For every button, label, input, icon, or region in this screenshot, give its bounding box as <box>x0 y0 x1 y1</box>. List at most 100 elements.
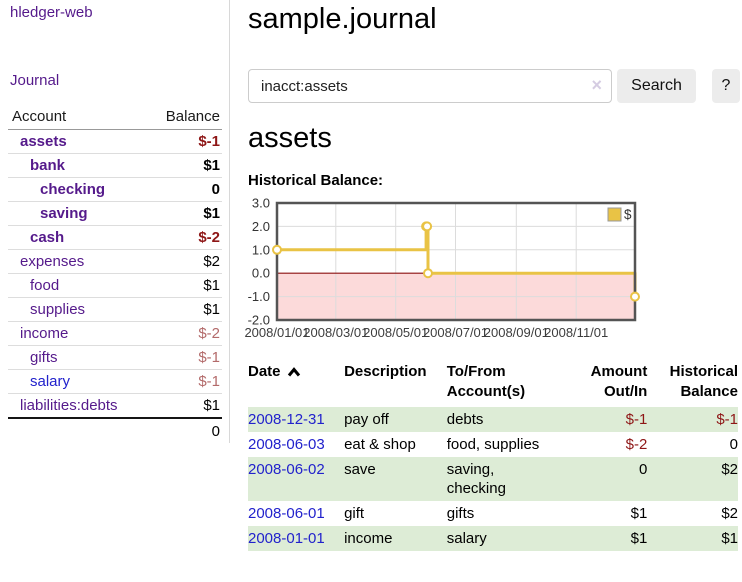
account-link[interactable]: checking <box>40 181 106 198</box>
data-point-marker <box>422 221 433 232</box>
register-table: Date Description To/From Account(s) Amou… <box>248 360 738 551</box>
register-row: 2008-06-02 save saving, checking 0 $2 <box>248 457 738 501</box>
register-date-link[interactable]: 2008-06-02 <box>248 461 325 478</box>
register-accounts-cell: salary <box>446 526 591 551</box>
account-name-cell: saving <box>8 201 147 226</box>
register-accounts-cell: gifts <box>446 505 475 522</box>
account-link[interactable]: salary <box>30 373 71 390</box>
register-date-link[interactable]: 2008-01-01 <box>248 530 325 547</box>
register-accounts-cell: saving, checking <box>446 457 591 501</box>
account-row: bank $1 <box>8 153 222 178</box>
balance-column-header[interactable]: Historical Balance <box>669 363 738 400</box>
account-link[interactable]: liabilities:debts <box>20 397 118 414</box>
register-balance-cell: $1 <box>647 526 738 551</box>
register-row: 2008-12-31 pay off debts $-1 $-1 <box>248 407 738 432</box>
register-date-cell: 2008-01-01 <box>248 526 345 551</box>
account-link[interactable]: expenses <box>20 253 85 270</box>
register-amount-cell: $-1 <box>590 407 648 432</box>
register-date-cell: 2008-06-03 <box>248 432 344 457</box>
account-row: income $-2 <box>8 321 222 346</box>
sidebar-item-journal[interactable]: Journal <box>10 72 60 89</box>
svg-text:2008/03/01: 2008/03/01 <box>303 325 368 340</box>
account-link[interactable]: assets <box>20 133 67 150</box>
register-accounts-cell: debts <box>446 407 591 432</box>
register-amount-cell: $1 <box>630 505 648 522</box>
svg-text:1.0: 1.0 <box>252 242 270 257</box>
svg-text:2008/11/01: 2008/11/01 <box>544 325 608 340</box>
svg-text:2008/01/01: 2008/01/01 <box>244 325 309 340</box>
account-balance-cell: $-1 <box>198 133 220 150</box>
balance-chart[interactable]: $3.0 2.0 1.0 0.0 -1.0 -2.0 2008/01/01 2008/03/0… <box>240 198 660 344</box>
description-column-header[interactable]: Description <box>344 363 427 380</box>
account-link[interactable]: cash <box>30 229 65 246</box>
account-name-cell: assets <box>8 130 147 154</box>
register-description-cell: eat & shop <box>344 436 416 453</box>
account-link[interactable]: supplies <box>30 301 86 318</box>
account-balance-cell: $1 <box>146 393 222 418</box>
legend-swatch <box>607 207 622 222</box>
page-title: sample.journal <box>248 3 437 35</box>
accounts-column-header[interactable]: To/From Account(s) <box>446 363 526 400</box>
data-point-marker <box>423 268 433 279</box>
account-name-cell: salary <box>8 369 147 394</box>
register-description-cell: pay off <box>344 407 447 432</box>
register-row: 2008-06-01 gift gifts $1 $2 <box>248 501 738 526</box>
svg-text:2008/07/01: 2008/07/01 <box>423 325 488 340</box>
svg-text:-2.0: -2.0 <box>248 313 270 328</box>
account-link[interactable]: bank <box>30 157 66 174</box>
register-header-row: Date Description To/From Account(s) Amou… <box>248 360 738 407</box>
account-balance-cell: $1 <box>146 153 222 178</box>
register-accounts-cell: food, supplies <box>446 436 540 453</box>
account-name-cell: expenses <box>8 249 147 274</box>
account-link[interactable]: gifts <box>30 349 58 366</box>
svg-text:3.0: 3.0 <box>252 198 270 211</box>
svg-text:0.0: 0.0 <box>252 266 270 281</box>
account-row: assets $-1 <box>8 130 222 154</box>
register-description-cell: save <box>344 457 447 501</box>
svg-text:-1.0: -1.0 <box>248 289 270 304</box>
account-name-cell: bank <box>8 153 147 178</box>
account-link[interactable]: food <box>30 277 60 294</box>
account-link[interactable]: saving <box>40 205 88 222</box>
accounts-header-row: Account Balance <box>8 105 222 130</box>
register-row: 2008-06-03 eat & shop food, supplies $-2 0 <box>248 432 738 457</box>
account-row: expenses $2 <box>8 249 222 274</box>
account-heading: assets <box>248 122 332 154</box>
account-name-cell: liabilities:debts <box>8 393 147 418</box>
account-row: food $1 <box>8 273 222 298</box>
help-button[interactable]: ? <box>712 69 740 103</box>
account-name-cell: gifts <box>8 345 147 370</box>
register-row: 2008-01-01 income salary $1 $1 <box>248 526 738 551</box>
account-row: salary $-1 <box>8 369 222 394</box>
register-date-link[interactable]: 2008-12-31 <box>248 411 325 428</box>
account-balance-cell: $2 <box>146 249 222 274</box>
register-balance-cell: $2 <box>721 505 738 522</box>
chart-label: Historical Balance: <box>248 172 384 189</box>
search-button[interactable]: Search <box>617 69 696 103</box>
accounts-total-row: 0 <box>8 417 222 444</box>
register-date-link[interactable]: 2008-06-03 <box>248 436 325 453</box>
register-amount-cell: $-2 <box>625 436 648 453</box>
register-date-cell: 2008-12-31 <box>248 407 345 432</box>
brand-link[interactable]: hledger-web <box>10 4 93 21</box>
clear-search-icon[interactable]: × <box>591 75 602 95</box>
register-date-cell: 2008-06-01 <box>248 501 344 526</box>
account-name-cell: income <box>8 321 147 346</box>
account-row: cash $-2 <box>8 225 222 250</box>
account-balance-cell: $-2 <box>146 321 222 346</box>
register-balance-cell: $-1 <box>647 407 738 432</box>
account-name-cell: cash <box>8 225 147 250</box>
search-form: × Search ? <box>248 69 742 103</box>
register-date-link[interactable]: 2008-06-01 <box>248 505 325 522</box>
legend-label: $ <box>624 207 632 222</box>
account-link[interactable]: income <box>20 325 69 342</box>
search-input[interactable] <box>248 69 612 103</box>
register-balance-cell: 0 <box>729 436 738 453</box>
svg-text:2008/05/01: 2008/05/01 <box>363 325 428 340</box>
date-column-header[interactable]: Date <box>248 360 344 407</box>
main-content: sample.journal × Search ? assets Histori… <box>244 0 742 551</box>
amount-column-header[interactable]: Amount Out/In <box>590 363 648 400</box>
account-balance-cell: $-1 <box>146 345 222 370</box>
register-date-cell: 2008-06-02 <box>248 457 345 501</box>
account-balance-cell: $-2 <box>146 225 222 250</box>
